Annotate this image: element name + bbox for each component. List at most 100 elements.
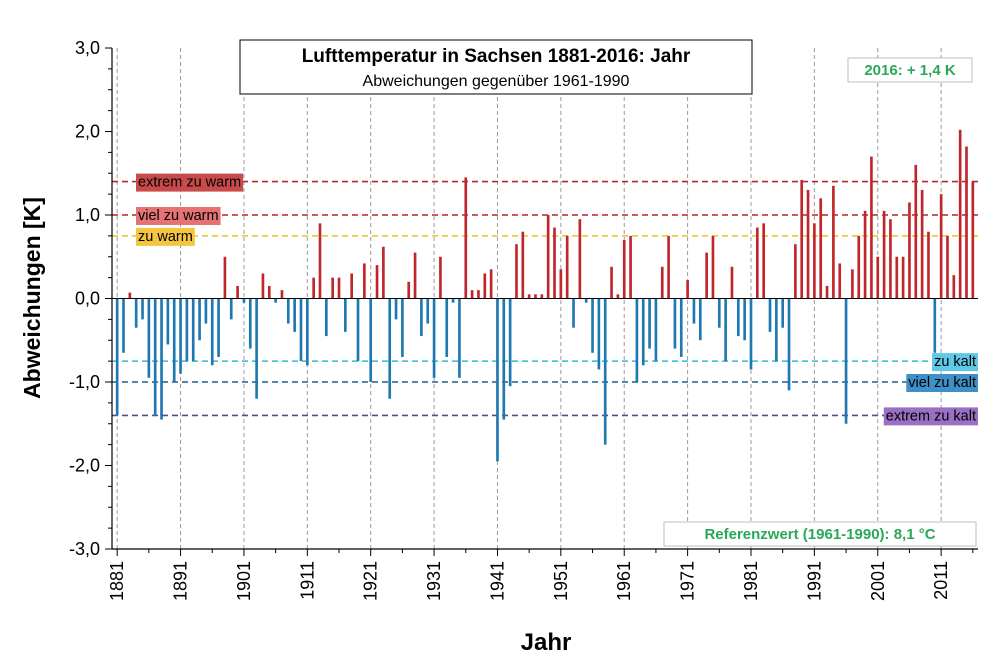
y-tick-label: 3,0 bbox=[75, 38, 100, 58]
bar-1920 bbox=[363, 263, 366, 299]
bar-1891 bbox=[179, 298, 182, 374]
threshold-label-5: extrem zu kalt bbox=[886, 408, 976, 424]
bar-2006 bbox=[908, 202, 911, 299]
bar-1989 bbox=[800, 179, 804, 299]
bar-1962 bbox=[629, 235, 632, 299]
bar-1972 bbox=[692, 298, 696, 324]
annotation-reference: Referenzwert (1961-1990): 8,1 °C bbox=[663, 521, 977, 547]
bar-1932 bbox=[439, 256, 442, 299]
bar-2011 bbox=[939, 194, 943, 299]
bar-1950 bbox=[553, 227, 556, 299]
x-tick-label: 1901 bbox=[234, 561, 254, 601]
bar-1907 bbox=[280, 290, 284, 299]
bar-2002 bbox=[882, 210, 886, 299]
bar-1916 bbox=[337, 277, 341, 299]
bar-1927 bbox=[407, 281, 411, 299]
annotation-2016-text: 2016: + 1,4 K bbox=[864, 62, 955, 79]
bar-1881 bbox=[115, 298, 119, 416]
bar-1886 bbox=[147, 298, 151, 378]
threshold-label-bg-5 bbox=[883, 407, 978, 426]
bar-1921 bbox=[369, 298, 373, 382]
bar-1988 bbox=[794, 244, 797, 299]
bar-1934 bbox=[451, 298, 455, 303]
bar-1929 bbox=[420, 298, 423, 337]
bar-1883 bbox=[128, 292, 132, 299]
bar-1892 bbox=[185, 298, 189, 362]
bar-1917 bbox=[344, 298, 347, 332]
bar-2005 bbox=[901, 256, 905, 299]
bar-1984 bbox=[768, 298, 772, 332]
bar-1999 bbox=[863, 210, 867, 299]
bar-1930 bbox=[426, 298, 430, 324]
bar-1974 bbox=[705, 252, 708, 299]
threshold-label-4: viel zu kalt bbox=[908, 375, 976, 391]
x-tick-label: 1991 bbox=[804, 561, 824, 601]
bar-1913 bbox=[318, 223, 322, 299]
bar-1896 bbox=[210, 298, 214, 366]
bar-1993 bbox=[825, 285, 829, 299]
bar-1951 bbox=[559, 269, 563, 299]
bar-1901 bbox=[242, 298, 246, 303]
bar-1925 bbox=[394, 298, 398, 320]
bar-1980 bbox=[743, 298, 746, 341]
bar-1964 bbox=[641, 298, 645, 366]
bar-1952 bbox=[565, 235, 569, 299]
bar-1914 bbox=[324, 298, 328, 337]
bar-1979 bbox=[736, 298, 740, 337]
bar-2007 bbox=[914, 164, 918, 299]
bar-1957 bbox=[597, 298, 601, 370]
chart-subtitle: Abweichungen gegenüber 1961-1990 bbox=[363, 73, 630, 90]
x-tick-label: 1921 bbox=[361, 561, 381, 601]
bar-1939 bbox=[483, 273, 487, 299]
bar-1908 bbox=[286, 298, 290, 324]
bar-1910 bbox=[299, 298, 303, 362]
bar-1898 bbox=[223, 256, 227, 299]
bar-1903 bbox=[255, 298, 258, 399]
y-axis-title: Abweichungen [K] bbox=[19, 197, 45, 399]
bar-1959 bbox=[610, 266, 613, 299]
annotation-reference-text: Referenzwert (1961-1990): 8,1 °C bbox=[704, 526, 935, 543]
bar-1961 bbox=[622, 240, 626, 299]
bar-1983 bbox=[762, 223, 766, 299]
x-tick-label: 1981 bbox=[741, 561, 761, 601]
bar-2004 bbox=[895, 256, 899, 299]
bar-1940 bbox=[489, 269, 493, 299]
bar-1987 bbox=[787, 298, 791, 391]
bar-1976 bbox=[717, 298, 721, 328]
bar-1995 bbox=[838, 263, 842, 299]
bar-2010 bbox=[933, 298, 937, 353]
bar-1885 bbox=[141, 298, 144, 320]
bar-1956 bbox=[591, 298, 594, 353]
bar-1996 bbox=[844, 298, 848, 424]
bar-1966 bbox=[654, 298, 658, 362]
x-tick-label: 1951 bbox=[551, 561, 571, 601]
x-tick-label: 1881 bbox=[107, 561, 127, 601]
bar-2001 bbox=[876, 256, 880, 299]
bar-1978 bbox=[730, 266, 734, 299]
bar-1945 bbox=[521, 231, 525, 299]
y-tick-label: -2,0 bbox=[69, 456, 100, 476]
axes bbox=[105, 47, 978, 556]
bar-1890 bbox=[172, 298, 176, 382]
bar-1933 bbox=[445, 298, 449, 357]
y-tick-label: 1,0 bbox=[75, 205, 100, 225]
bar-1944 bbox=[515, 244, 518, 299]
bar-1947 bbox=[534, 294, 537, 299]
bar-1897 bbox=[217, 298, 220, 357]
threshold-label-bg-0 bbox=[136, 173, 244, 192]
bar-1968 bbox=[667, 235, 670, 299]
bar-1899 bbox=[229, 298, 233, 320]
threshold-label-bg-3 bbox=[932, 353, 978, 372]
y-tick-label: 2,0 bbox=[75, 122, 100, 142]
bar-1937 bbox=[470, 290, 474, 299]
bar-1902 bbox=[248, 298, 252, 349]
y-tick-label: 0,0 bbox=[75, 289, 100, 309]
bar-2015 bbox=[965, 146, 968, 299]
tick-labels: 3,0 2,0 1,0 0,0 -1,0 -2,0 -3,0 1881 1891 1901 1911… bbox=[69, 38, 951, 601]
bar-1948 bbox=[540, 294, 544, 299]
bar-1893 bbox=[191, 298, 195, 362]
bar-1919 bbox=[356, 298, 360, 362]
x-tick-label: 1971 bbox=[678, 561, 698, 601]
threshold-labels: extrem zu warm viel zu warm zu warm zu kalt… bbox=[136, 173, 978, 426]
